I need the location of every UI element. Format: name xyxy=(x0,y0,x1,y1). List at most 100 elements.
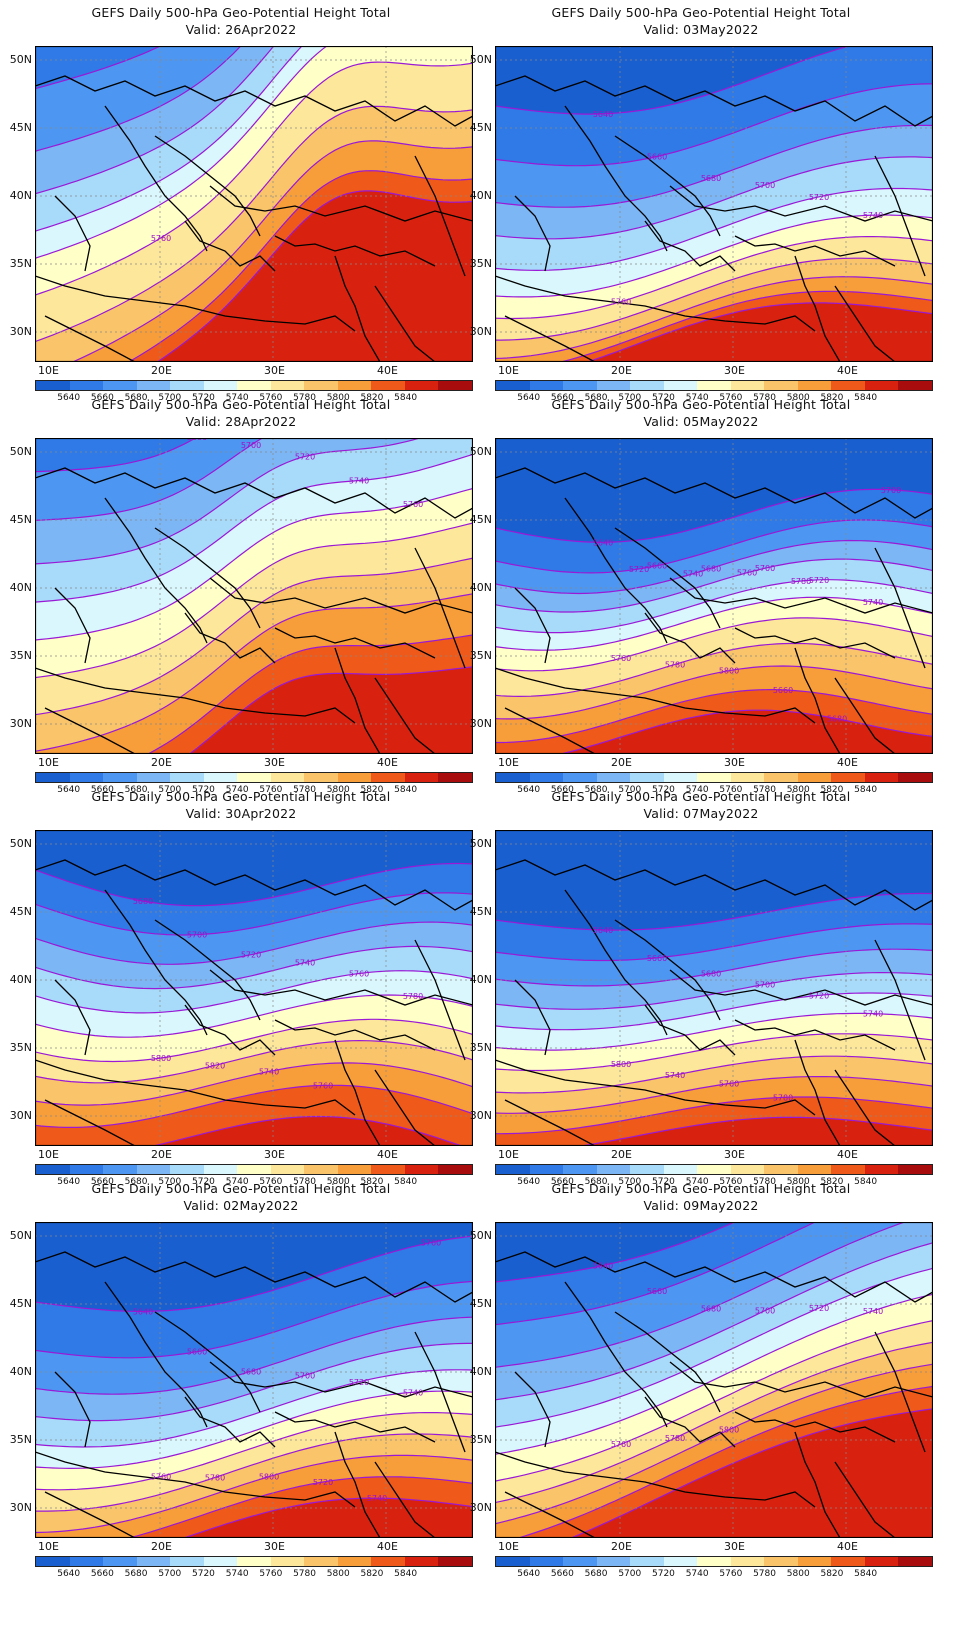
lon-label: 10E xyxy=(38,756,59,769)
coastline xyxy=(35,275,356,332)
contour-line xyxy=(495,579,933,634)
coastline xyxy=(35,1251,473,1303)
panel-valid-date: Valid: 30Apr2022 xyxy=(185,806,297,821)
contour-line xyxy=(495,1033,933,1072)
colorbar-label: 5700 xyxy=(618,1177,642,1187)
colorbar-label: 5720 xyxy=(192,1569,215,1579)
colorbar-swatch xyxy=(730,1165,765,1174)
coastline xyxy=(495,859,933,911)
coastline xyxy=(35,859,473,911)
colorbar-label: 5780 xyxy=(293,1569,316,1579)
map-svg: 5640 5660 5680 5700 5720 5740 5760 xyxy=(495,46,933,362)
coastline xyxy=(495,75,933,127)
colorbar-label: 5680 xyxy=(584,1569,608,1579)
contour-line xyxy=(495,46,852,115)
lon-label: 10E xyxy=(38,1148,59,1161)
coastline xyxy=(334,1039,381,1146)
contour-label: 5780 xyxy=(773,1093,793,1102)
band-fill xyxy=(189,666,473,754)
colorbar-label: 5800 xyxy=(326,1177,350,1187)
contour-line xyxy=(495,276,933,360)
contour-line xyxy=(557,709,933,754)
lon-label: 40E xyxy=(837,756,858,769)
colorbar-label: 5780 xyxy=(753,785,776,795)
contour-line xyxy=(495,617,933,672)
coastline xyxy=(44,315,136,362)
contour-label: 5700 xyxy=(755,564,775,573)
colorbar-swatch xyxy=(831,773,865,782)
lat-label: 45N xyxy=(469,121,492,134)
coastline xyxy=(834,1069,896,1146)
coastline xyxy=(669,969,933,1006)
map-area: 568056805700572057405760 xyxy=(35,438,473,754)
lon-label: 30E xyxy=(264,1148,285,1161)
coastline xyxy=(669,185,933,222)
coastline xyxy=(35,75,473,127)
contour-label: 5660 xyxy=(187,1348,207,1357)
coastline xyxy=(669,577,933,614)
lat-label: 30N xyxy=(9,1501,32,1514)
contour-line xyxy=(35,557,473,716)
coastline xyxy=(734,627,896,659)
coastline xyxy=(54,587,91,664)
colorbar-swatch xyxy=(136,1557,171,1566)
lat-label: 50N xyxy=(469,445,492,458)
lat-label: 45N xyxy=(469,513,492,526)
contour-line xyxy=(35,994,473,1038)
contour-label: 5680 xyxy=(241,1367,261,1376)
contour-line xyxy=(156,190,473,362)
coastline xyxy=(104,889,208,1036)
contour-label: 5680 xyxy=(701,1304,721,1313)
coastline xyxy=(734,1411,896,1443)
contour-label: 5800 xyxy=(259,1473,279,1482)
colorbar-swatch xyxy=(529,773,564,782)
colorbar-swatch xyxy=(136,1165,171,1174)
lon-label: 30E xyxy=(724,1540,745,1553)
contour-line xyxy=(495,596,933,651)
colorbar-swatch xyxy=(864,1165,899,1174)
map-svg: 5640 5660 5680 5700 5720 5740 5800 5740 5760 5780 xyxy=(495,830,933,1146)
coastline xyxy=(334,1431,381,1538)
panel-valid-date: Valid: 02May2022 xyxy=(183,1198,299,1213)
colorbar-label: 5720 xyxy=(652,785,675,795)
contour-line xyxy=(495,257,933,341)
contour-line xyxy=(495,1320,933,1482)
lon-label: 30E xyxy=(264,364,285,377)
contour-line xyxy=(35,1316,473,1395)
map-panel: GEFS Daily 500-hPa Geo-Potential Height … xyxy=(0,0,482,410)
colorbar-swatch xyxy=(563,773,597,782)
map-frame xyxy=(35,1222,473,1538)
contour-label: 5640 xyxy=(593,926,613,935)
colorbar-swatch xyxy=(36,381,70,390)
colorbar-swatch xyxy=(69,381,104,390)
colorbar-swatch xyxy=(563,1557,597,1566)
colorbar-label: 5640 xyxy=(57,1177,81,1187)
contour-label: 5740 xyxy=(403,1388,423,1397)
colorbar-swatch xyxy=(831,381,865,390)
colorbar-swatch xyxy=(630,1165,664,1174)
colorbar-swatch xyxy=(864,1557,899,1566)
contour-label: 5740 xyxy=(863,1010,883,1019)
colorbar-swatch xyxy=(831,1165,865,1174)
lat-label: 45N xyxy=(9,905,32,918)
lon-label: 10E xyxy=(498,364,519,377)
coastline xyxy=(614,919,721,1021)
coastline xyxy=(35,667,356,724)
map-area: 5640 5660 5680 5700 5720 5740 5760 xyxy=(495,46,933,362)
contour-line xyxy=(35,438,264,521)
lat-label: 30N xyxy=(469,325,492,338)
contour-label: 5740 xyxy=(863,598,883,607)
colorbar-swatch xyxy=(663,381,698,390)
contour-label: 5720 xyxy=(349,1378,369,1387)
coastline xyxy=(614,1311,721,1413)
colorbar-swatch xyxy=(764,1557,798,1566)
lat-label: 40N xyxy=(9,581,32,594)
coastline xyxy=(495,1251,933,1303)
colorbar-label: 5840 xyxy=(394,393,418,403)
colorbar-swatch xyxy=(797,1557,832,1566)
coastline xyxy=(209,969,473,1006)
coastline xyxy=(184,1004,276,1056)
colorbar-swatch xyxy=(136,381,171,390)
coastline xyxy=(154,135,261,237)
contour-label: 5700 xyxy=(241,441,261,450)
